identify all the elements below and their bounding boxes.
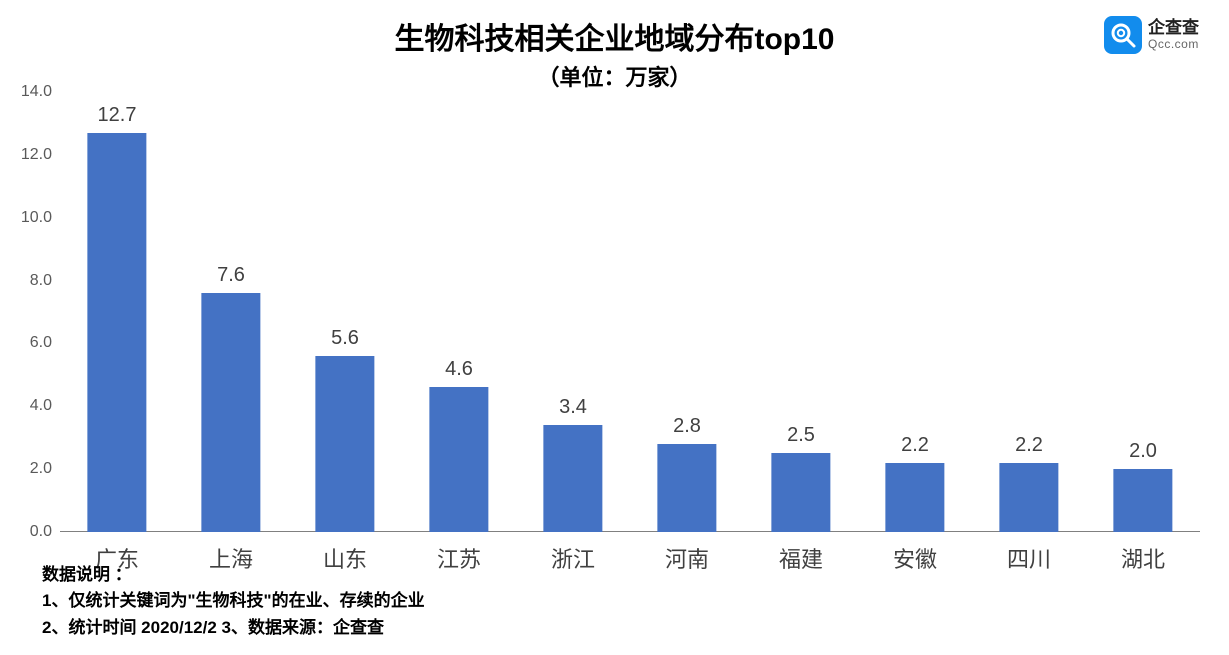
y-tick-label: 2.0 — [30, 460, 60, 478]
bar-category-label: 湖北 — [1121, 542, 1165, 574]
magnifier-icon — [1109, 21, 1137, 49]
bar-slot: 3.4浙江 — [516, 92, 630, 532]
bar-category-label: 江苏 — [437, 542, 481, 574]
bar-slot: 7.6上海 — [174, 92, 288, 532]
bar: 7.6 — [201, 293, 260, 532]
y-tick-label: 12.0 — [21, 146, 60, 164]
brand-logo: 企查查 Qcc.com — [1104, 16, 1199, 54]
bar-slot: 2.8河南 — [630, 92, 744, 532]
notes-line-2: 2、统计时间 2020/12/2 3、数据来源：企查查 — [42, 615, 425, 641]
y-tick-label: 8.0 — [30, 272, 60, 290]
plot-area: 12.7广东7.6上海5.6山东4.6江苏3.4浙江2.8河南2.5福建2.2安… — [60, 92, 1200, 532]
notes-line-1: 1、仅统计关键词为"生物科技"的在业、存续的企业 — [42, 588, 425, 614]
brand-name: 企查查 — [1148, 19, 1199, 38]
bar: 3.4 — [543, 425, 602, 532]
bar-value-label: 3.4 — [559, 396, 587, 419]
bar-value-label: 12.7 — [98, 104, 137, 127]
bar-slot: 2.0湖北 — [1086, 92, 1200, 532]
brand-domain: Qcc.com — [1148, 38, 1199, 51]
bar-category-label: 河南 — [665, 542, 709, 574]
bar-value-label: 4.6 — [445, 358, 473, 381]
bar-value-label: 5.6 — [331, 327, 359, 350]
bar: 2.0 — [1113, 469, 1172, 532]
y-tick-label: 4.0 — [30, 397, 60, 415]
bar-category-label: 浙江 — [551, 542, 595, 574]
bar: 2.2 — [999, 463, 1058, 532]
bar-category-label: 福建 — [779, 542, 823, 574]
bars-group: 12.7广东7.6上海5.6山东4.6江苏3.4浙江2.8河南2.5福建2.2安… — [60, 92, 1200, 532]
chart-container: 企查查 Qcc.com 生物科技相关企业地域分布top10 （单位：万家） 12… — [0, 0, 1229, 655]
bar-slot: 2.2安徽 — [858, 92, 972, 532]
y-tick-label: 6.0 — [30, 334, 60, 352]
bar-slot: 2.5福建 — [744, 92, 858, 532]
bar: 5.6 — [315, 356, 374, 532]
brand-text: 企查查 Qcc.com — [1148, 19, 1199, 51]
bar: 2.2 — [885, 463, 944, 532]
chart-title: 生物科技相关企业地域分布top10 — [0, 0, 1229, 58]
bar-category-label: 四川 — [1007, 542, 1051, 574]
bar-category-label: 安徽 — [893, 542, 937, 574]
bar-value-label: 2.2 — [1015, 434, 1043, 457]
y-tick-label: 10.0 — [21, 209, 60, 227]
y-tick-label: 14.0 — [21, 83, 60, 101]
data-notes: 数据说明 ： 1、仅统计关键词为"生物科技"的在业、存续的企业 2、统计时间 2… — [42, 562, 425, 641]
notes-heading: 数据说明 ： — [42, 562, 425, 588]
bar: 12.7 — [87, 133, 146, 532]
bar-slot: 2.2四川 — [972, 92, 1086, 532]
bar-slot: 12.7广东 — [60, 92, 174, 532]
bar: 4.6 — [429, 387, 488, 532]
chart-subtitle: （单位：万家） — [0, 60, 1229, 92]
y-tick-label: 0.0 — [30, 523, 60, 541]
bar: 2.5 — [771, 453, 830, 532]
bar: 2.8 — [657, 444, 716, 532]
bar-value-label: 2.8 — [673, 415, 701, 438]
bar-value-label: 2.5 — [787, 424, 815, 447]
bar-slot: 4.6江苏 — [402, 92, 516, 532]
bar-value-label: 2.0 — [1129, 440, 1157, 463]
bar-slot: 5.6山东 — [288, 92, 402, 532]
bar-value-label: 7.6 — [217, 264, 245, 287]
qcc-logo-icon — [1104, 16, 1142, 54]
bar-value-label: 2.2 — [901, 434, 929, 457]
